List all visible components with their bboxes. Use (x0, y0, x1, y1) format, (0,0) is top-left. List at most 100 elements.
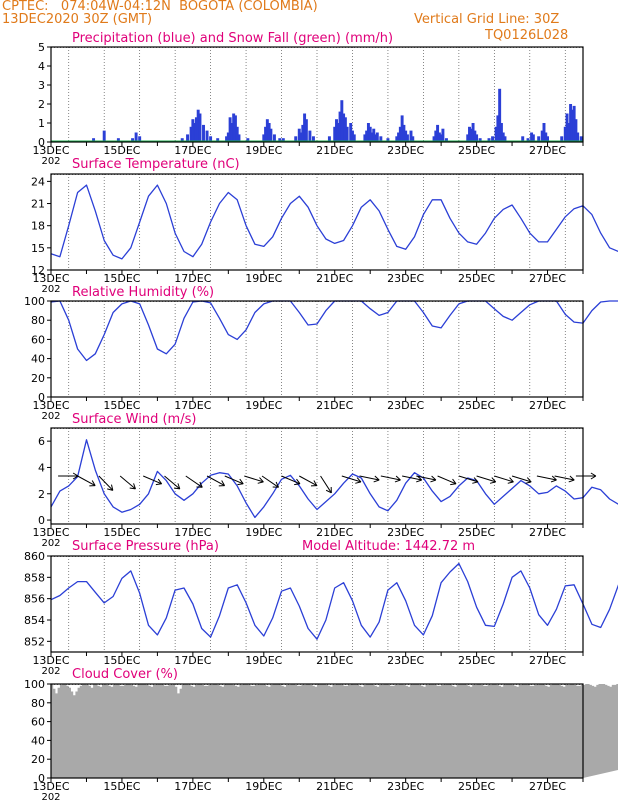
wind-arrow-head (450, 483, 457, 486)
wind-arrow-head (294, 483, 301, 486)
precip-bar (496, 115, 500, 142)
precip-bar (397, 132, 401, 142)
precip-bar (299, 132, 303, 142)
wind-arrow-head (259, 477, 264, 483)
temp-line (50, 184, 618, 260)
wind-arrow-head (525, 481, 532, 484)
precip-bar (202, 124, 205, 142)
x-tick-label: 27DEC (529, 654, 566, 667)
precip-bar (205, 130, 209, 142)
precip-bar (439, 134, 443, 142)
precip-bar (138, 136, 142, 142)
precip-bar (498, 88, 502, 142)
precip-bar (272, 134, 276, 142)
wind-arrow-head (373, 479, 380, 483)
temp-panel: 12 15 18 21 24 13DEC 15DEC 17DEC 19DEC 21DEC 23DEC… (31, 157, 618, 295)
y-tick-label: 0 (38, 391, 45, 404)
precip-title: Precipitation (blue) and Snow Fall (gree… (72, 31, 393, 46)
x-tick-label: 17DEC (174, 780, 211, 793)
wind-arrow-head (526, 477, 532, 483)
x-tick-label: 23DEC (387, 654, 424, 667)
wind-arrow (320, 475, 332, 494)
precip-bar (546, 136, 550, 142)
wind-arrow-head (107, 488, 113, 491)
precip-bar (395, 136, 399, 142)
precip-bar (542, 123, 546, 142)
press-frame (50, 555, 584, 653)
wind-arrow-head (129, 487, 136, 490)
y-tick-label: 6 (38, 435, 45, 448)
precip-bar (303, 113, 307, 142)
y-tick-label: 852 (24, 635, 45, 648)
precip-bar (209, 136, 213, 142)
wind-arrow-head (313, 480, 318, 486)
precip-bar (503, 136, 507, 142)
precip-bar (297, 128, 301, 142)
wind-arrow (143, 475, 162, 485)
x-tick-label: 23DEC (387, 272, 424, 285)
precip-bar (374, 134, 377, 142)
rh-line (50, 300, 618, 362)
precip-bar (308, 130, 312, 142)
x-tick-label: 15DEC (103, 526, 140, 539)
wind-arrow-head (507, 481, 514, 484)
precip-bar (560, 136, 564, 142)
wind-arrow-head (491, 477, 497, 483)
precip-bar (363, 134, 367, 142)
x-tick-label: 17DEC (174, 654, 211, 667)
x-tick-label: 25DEC (458, 780, 495, 793)
rh-frame (50, 300, 584, 398)
x-tick-label: 27DEC (529, 272, 566, 285)
wind-arrow-head (173, 487, 180, 490)
precip-bar (327, 136, 331, 142)
x-tick-label: 21DEC (316, 272, 353, 285)
wind-arrow-head (394, 479, 401, 483)
precip-bar (372, 128, 376, 142)
press-title: Surface Pressure (hPa) (72, 539, 219, 554)
x-tick-label: 19DEC (245, 272, 282, 285)
cloud-area (51, 684, 618, 778)
rh-title: Relative Humidity (%) (72, 285, 214, 300)
x-tick-label: 21DEC (316, 654, 353, 667)
wind-arrow-head (374, 475, 380, 481)
precip-bar (196, 109, 200, 142)
precip-bar (304, 119, 308, 142)
wind-arrow-head (473, 477, 479, 483)
x-tick-label: 17DEC (174, 399, 211, 412)
y-tick-label: 1 (38, 117, 45, 130)
wind-arrow (554, 475, 575, 481)
cloud-panel: 0 20 40 60 80 100 13DEC 15DEC 17DEC 19DEC 21DEC 23D… (24, 667, 618, 800)
precip-bar (409, 130, 413, 142)
wind-arrow (359, 475, 380, 481)
x-tick-label: 13DEC (32, 654, 69, 667)
x-tick-label: 23DEC (387, 399, 424, 412)
wind-arrow-head (72, 472, 79, 477)
precip-bar (402, 124, 406, 142)
precip-bar (230, 123, 234, 142)
x-tick-label: 27DEC (529, 526, 566, 539)
x-tick-label: 21DEC (316, 399, 353, 412)
x-year-cut-label: 202 (41, 666, 60, 677)
x-tick-label: 17DEC (174, 144, 211, 157)
x-year-cut-label: 202 (41, 411, 60, 422)
precip-bar (398, 126, 402, 142)
x-tick-label: 25DEC (458, 272, 495, 285)
x-year-cut-label: 202 (41, 538, 60, 549)
precip-bar (134, 132, 138, 142)
precip-bar (570, 109, 574, 142)
precip-bar (264, 126, 268, 142)
precip-bar (478, 138, 482, 142)
y-tick-label: 0 (38, 514, 45, 527)
precip-bar (335, 119, 338, 142)
x-tick-label: 23DEC (387, 144, 424, 157)
wind-arrow-head (177, 483, 181, 490)
cloud-frame (50, 683, 584, 779)
x-tick-label: 13DEC (32, 399, 69, 412)
wind-arrow-head (431, 475, 437, 481)
wind-arrow-head (452, 478, 457, 485)
precip-bar (342, 113, 346, 142)
wind-arrow-head (430, 479, 437, 483)
precip-bar (444, 138, 448, 142)
wind-line (50, 439, 618, 519)
precip-bar (411, 136, 415, 142)
